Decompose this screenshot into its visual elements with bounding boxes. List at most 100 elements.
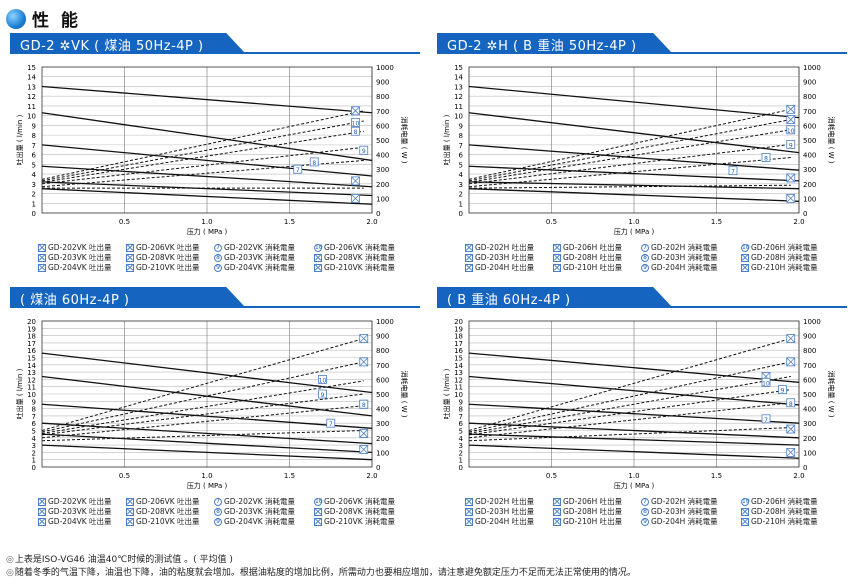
legend-label: GD-206VK 吐出量 [136, 243, 200, 252]
y-tick-label: 19 [27, 325, 36, 333]
y2-tick-label: 500 [376, 137, 389, 145]
x-tick-label: 1.0 [628, 218, 639, 226]
flow-series-line [468, 433, 800, 446]
legend-label: GD-203H 消耗電量 [651, 253, 718, 262]
flow-series-line [468, 112, 800, 154]
flow-series-line [468, 181, 800, 190]
y-tick-label: 11 [454, 103, 463, 111]
flow-series-line [41, 422, 373, 445]
legend-marker-icon [38, 254, 46, 262]
y-tick-label: 10 [27, 113, 36, 121]
y-tick-label: 13 [454, 83, 463, 91]
legend-label: GD-208H 吐出量 [563, 507, 623, 516]
legend-label: GD-210VK 消耗電量 [324, 263, 396, 272]
legend-entry: GD-203VK 吐出量 [38, 253, 126, 263]
legend-entry: GD-203VK 吐出量 [38, 507, 126, 517]
x-axis-label: 压力 ( MPa ) [614, 481, 655, 490]
flow-series-line [41, 165, 373, 188]
legend-marker-icon [38, 244, 46, 252]
series-marker: 9 [786, 139, 796, 149]
x-tick-label: 1.5 [284, 472, 295, 480]
legend-entry: GD-208H 吐出量 [553, 253, 641, 263]
legend-label: GD-203H 吐出量 [475, 253, 535, 262]
legend-entry: GD-206VK 吐出量 [126, 497, 214, 507]
note-1: 上表是ISO-VG46 油温40℃时候的测试值 。( 平均值 ) [6, 554, 636, 567]
legend-label: GD-210VK 吐出量 [136, 263, 200, 272]
legend-marker-icon [126, 264, 134, 272]
y-tick-label: 0 [32, 464, 36, 472]
power-series-line [41, 146, 364, 185]
y2-tick-label: 200 [376, 435, 389, 443]
y2-tick-label: 700 [803, 362, 816, 370]
series-marker: 7 [293, 164, 303, 174]
y-axis-label: 吐出量 ( l/min ) [15, 114, 24, 165]
legend-marker-icon [314, 518, 322, 526]
chart-tab: ( B 重油 60Hz-4P ) [437, 287, 672, 307]
section-header: 性 能 [6, 6, 81, 31]
y2-tick-label: 0 [376, 210, 380, 218]
svg-text:7: 7 [296, 167, 300, 174]
series-marker [786, 334, 796, 343]
legend-marker-icon [553, 498, 561, 506]
svg-text:9: 9 [781, 388, 785, 395]
legend-entry: 10 GD-206VK 消耗電量 [314, 243, 424, 253]
series-marker [351, 106, 360, 116]
y-tick-label: 4 [32, 171, 37, 179]
series-marker [786, 115, 796, 124]
chart-panel: GD-2 ✲H ( B 重油 50Hz-4P ) 0 1 2 3 4 5 6 7 8 9 10 11 12… [437, 33, 850, 286]
chart-tab-title: GD-2 ✲H ( B 重油 50Hz-4P ) [447, 39, 637, 54]
legend-entry: GD-206H 吐出量 [553, 497, 641, 507]
legend-entry: 7 GD-202VK 消耗電量 [214, 497, 314, 507]
y-tick-label: 1 [459, 200, 463, 208]
legend-label: GD-208VK 吐出量 [136, 507, 200, 516]
y-tick-label: 13 [27, 369, 36, 377]
svg-text:7: 7 [764, 417, 768, 424]
section-bullet-icon [6, 8, 26, 29]
legend-entry: 9 GD-204H 消耗電量 [641, 263, 741, 273]
power-series-line [468, 389, 791, 436]
y2-axis-label: 消耗电量 ( W ) [400, 116, 409, 163]
y-tick-label: 10 [27, 391, 36, 399]
flow-series-line [41, 188, 373, 205]
svg-text:7: 7 [731, 169, 735, 176]
legend-entry: GD-208H 消耗電量 [741, 507, 850, 517]
series-marker: 10 [786, 125, 796, 135]
legend-marker-icon [126, 498, 134, 506]
y-tick-label: 2 [32, 191, 36, 199]
y-tick-label: 9 [459, 122, 463, 130]
y2-tick-label: 800 [376, 347, 389, 355]
legend-marker-icon: 8 [641, 254, 649, 262]
legend-marker-icon: 9 [214, 518, 222, 526]
legend-label: GD-206H 消耗電量 [751, 243, 818, 252]
legend-entry: 7 GD-202H 消耗電量 [641, 243, 741, 253]
svg-text:8: 8 [764, 156, 768, 163]
power-series-line [41, 338, 364, 431]
x-tick-label: 0.5 [546, 472, 557, 480]
series-marker: 7 [728, 166, 738, 176]
y2-tick-label: 700 [803, 108, 816, 116]
y2-tick-label: 800 [803, 93, 816, 101]
y-tick-label: 18 [27, 333, 36, 341]
legend-label: GD-204VK 消耗電量 [224, 263, 296, 272]
x-tick-label: 1.5 [711, 218, 722, 226]
y-tick-label: 11 [27, 384, 36, 392]
y-tick-label: 5 [32, 428, 36, 436]
power-series-line [468, 375, 791, 434]
series-marker [351, 176, 360, 186]
chart-tab-title: ( B 重油 60Hz-4P ) [447, 293, 571, 308]
y2-tick-label: 700 [376, 108, 389, 116]
series-marker: 8 [309, 157, 319, 167]
y2-tick-label: 500 [376, 391, 389, 399]
y2-tick-label: 200 [803, 435, 816, 443]
x-tick-label: 1.5 [284, 218, 295, 226]
svg-text:9: 9 [321, 392, 325, 399]
legend-marker-icon: 7 [641, 498, 649, 506]
legend-marker-icon [38, 508, 46, 516]
chart-svg: 0123456789101112131415161718192001002003… [442, 318, 836, 490]
legend-entry: GD-202H 吐出量 [465, 243, 553, 253]
series-marker: 8 [786, 398, 796, 408]
legend-marker-icon: 9 [214, 264, 222, 272]
y2-tick-label: 1000 [803, 64, 821, 72]
legend-entry: GD-208VK 吐出量 [126, 253, 214, 263]
legend-entry: GD-206VK 吐出量 [126, 243, 214, 253]
